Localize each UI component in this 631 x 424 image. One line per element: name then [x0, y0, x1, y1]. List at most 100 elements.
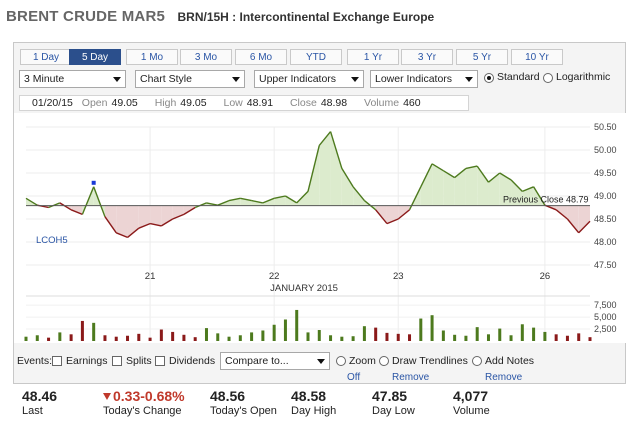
draw-trendlines-radio[interactable]	[379, 356, 389, 366]
lower-indicators-dropdown[interactable]: Lower Indicators	[370, 70, 478, 88]
price-tick-label: 48.00	[594, 237, 617, 247]
trendlines-remove-link[interactable]: Remove	[392, 372, 430, 383]
volume-bar	[126, 335, 130, 341]
volume-bar	[227, 336, 231, 341]
volume-bars	[24, 309, 592, 341]
volume-bar	[137, 333, 141, 341]
price-tick-label: 50.00	[594, 145, 617, 155]
price-line-segment	[160, 218, 174, 227]
splits-label: Splits	[126, 355, 152, 367]
price-line-segment	[228, 197, 241, 202]
price-line-segment	[104, 216, 117, 234]
tab-5-yr[interactable]: 5 Yr	[456, 49, 508, 65]
stat-open: 48.56 Today's Open	[210, 388, 277, 417]
chart-style-dropdown[interactable]: Chart Style	[135, 70, 245, 88]
price-area-segment	[330, 131, 342, 206]
stat-high-label: Day High	[291, 405, 337, 417]
volume-bar	[47, 337, 51, 341]
price-area-segment	[420, 163, 433, 206]
tab-6-mo[interactable]: 6 Mo	[235, 49, 287, 65]
dividends-checkbox[interactable]	[155, 356, 165, 366]
tab-1-mo[interactable]: 1 Mo	[126, 49, 178, 65]
price-tick-label: 48.50	[594, 214, 617, 224]
stat-last-value: 48.46	[22, 388, 58, 404]
volume-bar	[193, 337, 197, 341]
price-line-segment	[127, 227, 140, 238]
volume-bar	[520, 324, 524, 341]
splits-checkbox[interactable]	[112, 356, 122, 366]
volume-bar	[148, 337, 152, 341]
volume-bar	[532, 327, 536, 341]
stat-change-value: 0.33-0.68%	[113, 388, 185, 404]
price-tick-label: 49.00	[594, 191, 617, 201]
interval-dropdown[interactable]: 3 Minute	[19, 70, 126, 88]
price-line-segment	[454, 167, 467, 179]
tab-1-yr[interactable]: 1 Yr	[347, 49, 399, 65]
tab-10-yr[interactable]: 10 Yr	[511, 49, 563, 65]
volume-bar	[171, 331, 175, 341]
price-line-segment	[533, 186, 546, 206]
logarithmic-scale-radio[interactable]	[543, 73, 553, 83]
zoom-off-link[interactable]: Off	[347, 372, 361, 383]
volume-bar	[159, 329, 163, 341]
events-label: Events:	[17, 355, 53, 367]
price-area-segment	[443, 170, 455, 206]
price-line-segment	[465, 165, 478, 170]
price-area-segment	[319, 131, 331, 206]
price-area-segment	[172, 205, 184, 219]
tab-3-yr[interactable]: 3 Yr	[401, 49, 453, 65]
price-chart[interactable]: 50.50 50.00 49.50 49.00 48.50 48.00 47.50 21 22 2…	[14, 113, 627, 343]
price-line-segment	[81, 186, 95, 215]
price-area-segment	[556, 205, 568, 219]
stat-last: 48.46 Last	[22, 388, 57, 417]
price-line-segment	[296, 190, 309, 204]
ohlc-low-label: Low	[223, 97, 243, 109]
add-notes-radio[interactable]	[472, 356, 482, 366]
interval-dropdown-value: 3 Minute	[24, 73, 65, 85]
stat-open-value: 48.56	[210, 388, 246, 404]
volume-bar	[475, 327, 479, 341]
chart-grid	[26, 126, 590, 341]
ohlc-open-label: Open	[81, 97, 108, 109]
price-line-segment	[262, 197, 275, 204]
stat-last-label: Last	[22, 405, 43, 417]
tab-5-day[interactable]: 5 Day	[69, 49, 121, 65]
price-area-segment	[465, 166, 478, 206]
zoom-radio[interactable]	[336, 356, 346, 366]
volume-bar	[351, 336, 355, 341]
down-arrow-icon	[103, 393, 111, 400]
price-area-segment	[341, 168, 354, 206]
tab-ytd[interactable]: YTD	[290, 49, 342, 65]
price-line-segment	[442, 170, 456, 179]
standard-scale-radio[interactable]	[484, 73, 494, 83]
price-line-segment	[499, 172, 512, 181]
volume-bar	[69, 334, 73, 341]
volume-bar	[509, 335, 513, 341]
stat-high: 48.58 Day High	[291, 388, 336, 417]
volume-bar	[430, 315, 434, 341]
compare-dropdown[interactable]: Compare to...	[220, 352, 330, 370]
events-toolbar: Events: Earnings Splits Dividends Compar…	[14, 351, 627, 387]
stat-volume-label: Volume	[453, 405, 490, 417]
price-line-segment	[375, 209, 388, 225]
volume-tick-label: 7,500	[594, 300, 617, 310]
standard-scale-label: Standard	[497, 71, 540, 83]
price-area-segment	[71, 205, 83, 215]
price-line-segment	[329, 131, 343, 169]
tab-1-day[interactable]: 1 Day	[20, 49, 72, 65]
volume-bar	[295, 309, 299, 341]
price-area-segment	[567, 205, 579, 233]
stat-volume-value: 4,077	[453, 388, 489, 404]
series-label: LCOH5	[36, 235, 68, 246]
chart-panel: 1 Day 5 Day 1 Mo 3 Mo 6 Mo YTD 1 Yr 3 Yr…	[13, 42, 627, 387]
stat-open-label: Today's Open	[210, 405, 277, 417]
stat-low: 47.85 Day Low	[372, 388, 415, 417]
volume-bar	[317, 330, 321, 341]
notes-remove-link[interactable]: Remove	[485, 372, 523, 383]
price-area-segment	[398, 205, 410, 219]
price-chart-svg[interactable]: 50.50 50.00 49.50 49.00 48.50 48.00 47.50 21 22 2…	[14, 113, 627, 343]
earnings-checkbox[interactable]	[52, 356, 62, 366]
tab-3-mo[interactable]: 3 Mo	[180, 49, 232, 65]
upper-indicators-dropdown[interactable]: Upper Indicators	[254, 70, 364, 88]
volume-bar	[362, 326, 366, 341]
